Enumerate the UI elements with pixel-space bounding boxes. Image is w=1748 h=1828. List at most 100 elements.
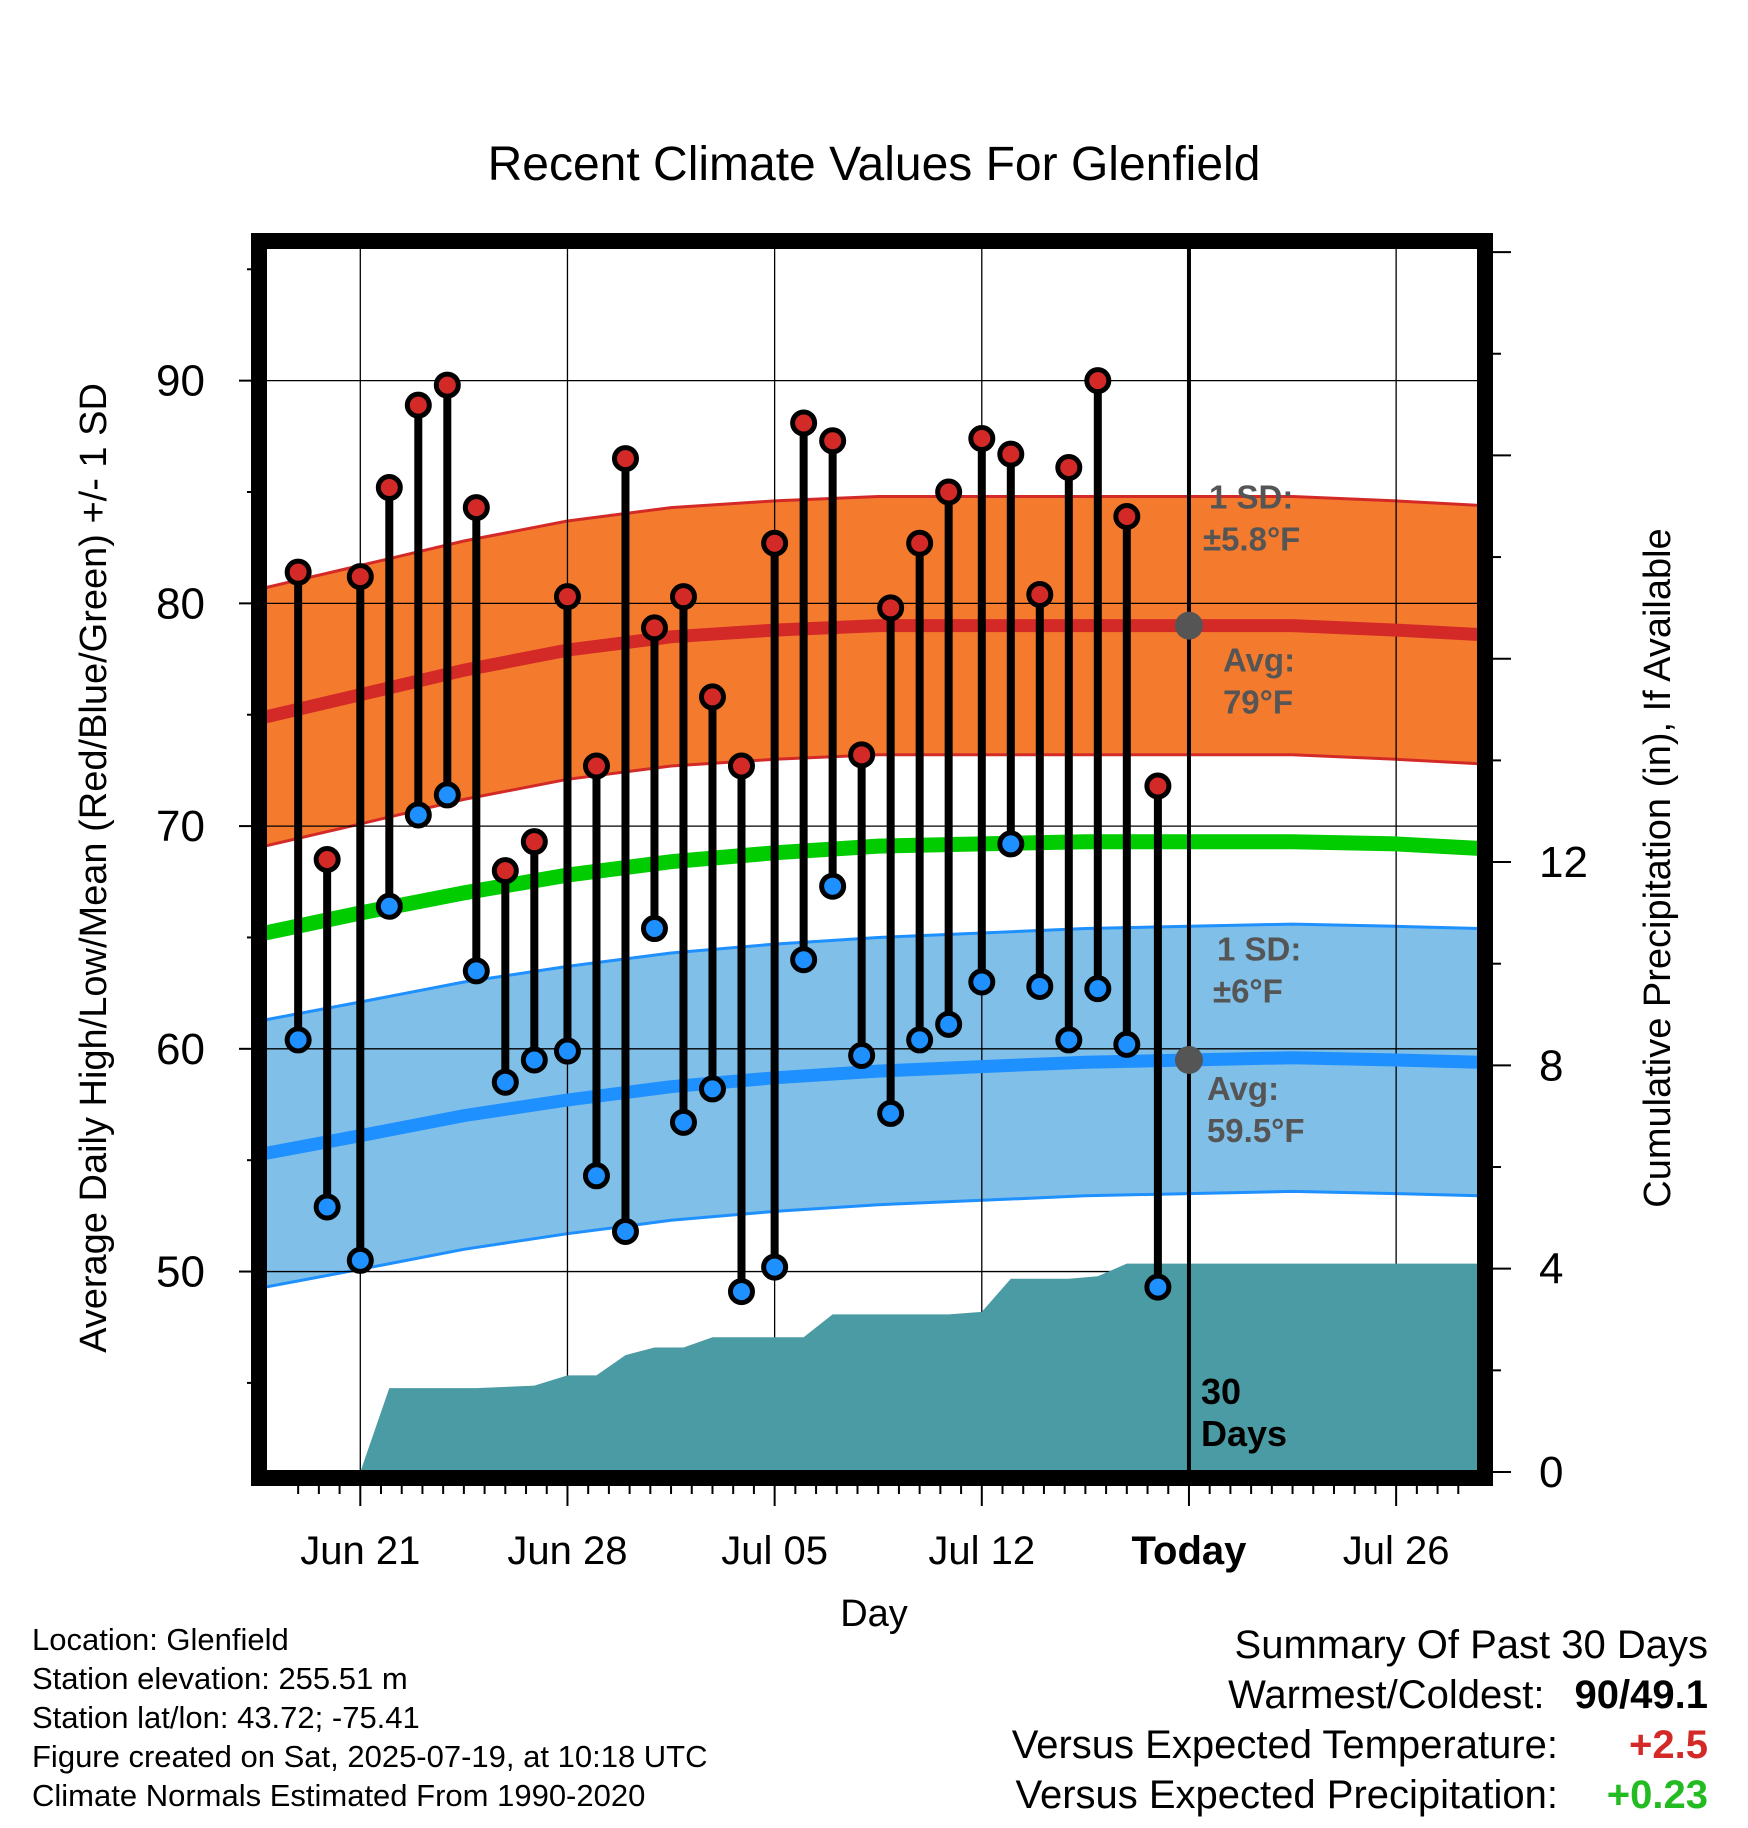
daily-low-point	[1113, 1030, 1141, 1058]
low-sd-band-upper-edge	[265, 922, 1479, 1022]
y2-tick-label: 0	[1539, 1448, 1563, 1497]
warmest-value: 90/49.1	[1574, 1673, 1708, 1717]
high-avg-value: 79°F	[1223, 684, 1293, 721]
low-sd-value: ±6°F	[1213, 972, 1283, 1009]
x-tick-label: Jun 21	[300, 1529, 420, 1573]
daily-low-point	[491, 1068, 519, 1096]
daily-low-point	[819, 872, 847, 900]
x-tick-label: Jul 05	[721, 1529, 828, 1573]
daily-low-point	[284, 1026, 312, 1054]
daily-high-point	[761, 529, 789, 557]
daily-low-point	[1084, 975, 1112, 1003]
x-axis-label: Day	[840, 1593, 908, 1635]
daily-low-point	[1026, 972, 1054, 1000]
days-count-number: 30	[1201, 1371, 1241, 1412]
daily-high-point	[848, 741, 876, 769]
low-sd-band	[265, 924, 1479, 1288]
y2-tick-label: 8	[1539, 1041, 1563, 1090]
latlon-text: Station lat/lon: 43.72; -75.41	[32, 1700, 420, 1735]
daily-low-point	[997, 830, 1025, 858]
y-tick-label: 60	[156, 1025, 205, 1074]
daily-low-point	[611, 1217, 639, 1245]
daily-high-point	[1144, 772, 1172, 800]
y2-tick-label: 4	[1539, 1245, 1563, 1294]
normals-text: Climate Normals Estimated From 1990-2020	[32, 1778, 646, 1813]
daily-high-point	[346, 563, 374, 591]
precip-label: Versus Expected Precipitation:	[1015, 1773, 1558, 1817]
days-count-word: Days	[1201, 1413, 1287, 1454]
daily-high-point	[284, 558, 312, 586]
daily-high-point	[935, 478, 963, 506]
daily-high-point	[582, 752, 610, 780]
summary-title: Summary Of Past 30 Days	[1234, 1623, 1708, 1667]
daily-low-point	[968, 968, 996, 996]
high-sd-band-upper-edge	[265, 495, 1479, 590]
today-avg-high-marker	[1174, 611, 1203, 640]
daily-low-point	[582, 1162, 610, 1190]
daily-low-point	[698, 1075, 726, 1103]
high-sd-label: 1 SD:	[1209, 478, 1293, 515]
daily-high-point	[819, 427, 847, 455]
daily-low-point	[1055, 1026, 1083, 1054]
elevation-text: Station elevation: 255.51 m	[32, 1661, 408, 1696]
daily-low-point	[669, 1108, 697, 1136]
daily-low-point	[404, 801, 432, 829]
x-tick-label: Today	[1132, 1529, 1248, 1573]
chart-title: Recent Climate Values For Glenfield	[488, 138, 1261, 191]
x-tick-label: Jun 28	[507, 1529, 627, 1573]
summary-panel: Summary Of Past 30 Days Warmest/Coldest:…	[1012, 1620, 1708, 1820]
normal-low-line	[265, 1051, 1479, 1160]
daily-low-point	[346, 1246, 374, 1274]
y-axis-label: Average Daily High/Low/Mean (Red/Blue/Gr…	[73, 383, 115, 1353]
daily-high-point	[520, 828, 548, 856]
daily-high-point	[727, 752, 755, 780]
temp-value: +2.5	[1629, 1723, 1708, 1767]
daily-low-point	[640, 915, 668, 943]
daily-high-point	[1026, 580, 1054, 608]
low-sd-label: 1 SD:	[1217, 930, 1301, 967]
x-tick-label: Jul 26	[1343, 1529, 1450, 1573]
daily-high-point	[790, 409, 818, 437]
normal-mean-line	[265, 834, 1479, 941]
precip-row: Versus Expected Precipitation: +0.23	[1012, 1770, 1708, 1820]
low-avg-label: Avg:	[1207, 1070, 1279, 1107]
daily-low-point	[848, 1042, 876, 1069]
x-tick-label: Jul 12	[928, 1529, 1035, 1573]
low-sd-band-lower-edge	[265, 1189, 1479, 1289]
temp-row: Versus Expected Temperature: +2.5	[1012, 1720, 1708, 1770]
daily-high-point	[968, 425, 996, 453]
high-avg-label: Avg:	[1223, 642, 1295, 679]
daily-low-point	[553, 1037, 581, 1065]
daily-high-point	[877, 594, 905, 622]
y-tick-label: 80	[156, 579, 205, 628]
plot-frame	[251, 233, 1493, 1486]
daily-high-point	[698, 683, 726, 711]
daily-high-point	[433, 371, 461, 399]
warmest-label: Warmest/Coldest:	[1228, 1673, 1545, 1717]
high-sd-band-lower-edge	[265, 753, 1479, 848]
y2-axis-label: Cumulative Precipitation (in), If Availa…	[1637, 528, 1679, 1207]
created-text: Figure created on Sat, 2025-07-19, at 10…	[32, 1739, 708, 1774]
daily-high-point	[611, 445, 639, 473]
precip-value: +0.23	[1606, 1773, 1708, 1817]
daily-high-point	[404, 391, 432, 419]
low-avg-value: 59.5°F	[1207, 1112, 1305, 1149]
daily-high-point	[1055, 454, 1083, 481]
daily-high-point	[997, 440, 1025, 468]
y-tick-label: 70	[156, 802, 205, 851]
daily-high-point	[553, 583, 581, 611]
location-text: Location: Glenfield	[32, 1622, 289, 1657]
daily-low-point	[877, 1099, 905, 1127]
daily-low-point	[433, 781, 461, 809]
daily-low-point	[375, 892, 403, 920]
daily-high-point	[669, 583, 697, 611]
daily-high-point	[640, 614, 668, 642]
normal-high-line	[265, 619, 1479, 724]
y2-tick-label: 12	[1539, 838, 1588, 887]
y-tick-label: 50	[156, 1248, 205, 1297]
daily-low-point	[1144, 1273, 1172, 1301]
precip-area	[360, 1263, 1479, 1472]
daily-low-point	[935, 1010, 963, 1038]
high-sd-value: ±5.8°F	[1203, 520, 1300, 557]
warmest-row: Warmest/Coldest: 90/49.1	[1012, 1670, 1708, 1720]
